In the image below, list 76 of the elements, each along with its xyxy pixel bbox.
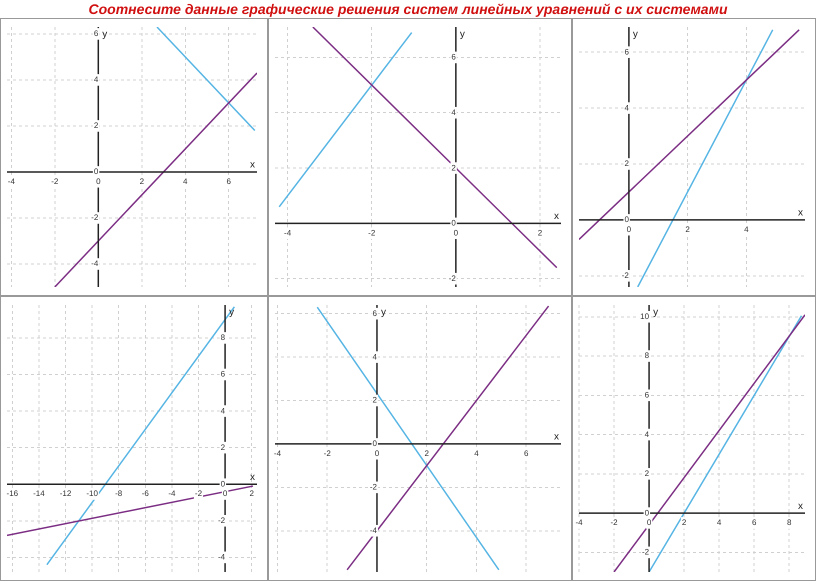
y-tick-label: 2 [220,442,226,452]
x-tick-label: -2 [610,518,618,528]
x-tick-label: 4 [744,224,750,234]
y-axis-title: y [102,28,108,40]
y-tick-label: -2 [91,213,99,222]
x-tick-label: -4 [284,228,292,238]
x-tick-label: 2 [140,176,145,186]
y-axis-title: y [460,28,465,40]
y-tick-label: 6 [94,29,99,38]
x-axis-title: x [798,208,803,219]
x-tick-label: -4 [168,489,176,498]
x-tick-label: -14 [33,489,46,498]
y-tick-label: -2 [370,482,378,492]
x-tick-label: -2 [324,448,332,458]
y-tick-label: 4 [372,352,378,362]
y-tick-label: 6 [220,370,226,379]
x-tick-label: -2 [51,176,59,186]
y-tick-label: 2 [451,163,456,172]
x-tick-label: 6 [752,518,757,528]
y-tick-label: 2 [644,469,650,478]
y-tick-label: 6 [372,308,378,318]
x-tick-label: 2 [685,224,690,234]
y-tick-label: 0 [451,218,456,228]
x-tick-label: 2 [249,489,254,498]
y-axis-title: y [653,306,658,318]
x-axis-title: x [250,160,255,171]
x-tick-label: -6 [142,489,150,498]
x-tick-label: -4 [8,176,16,186]
x-axis-title: x [798,500,803,512]
x-tick-label: 6 [524,448,529,458]
text: Соотнесите данные графические решения систем линейных уравнений с их системами [88,0,728,18]
y-tick-label: -4 [218,552,226,562]
y-tick-label: -2 [642,548,650,557]
y-tick-label: 4 [624,103,630,112]
y-tick-label: -4 [91,259,99,268]
x-tick-label: 4 [716,518,722,528]
x-tick-label: 2 [538,228,543,238]
x-tick-label: 2 [682,518,687,528]
y-tick-label: 10 [640,312,650,321]
y-tick-label: 2 [624,159,630,168]
x-tick-label: -12 [60,489,72,498]
x-tick-label: -2 [194,489,203,498]
y-tick-label: 0 [624,215,630,224]
y-tick-label: 6 [644,390,650,400]
y-tick-label: 8 [644,351,650,360]
y-axis-title: y [632,28,638,40]
y-tick-label: -2 [448,274,456,283]
x-axis-title: x [554,432,559,443]
x-axis-title: x [250,472,255,483]
y-tick-label: 0 [94,167,99,176]
y-tick-label: 0 [220,479,226,488]
x-axis-title: x [554,211,559,222]
y-tick-label: 2 [372,396,378,405]
y-tick-label: 8 [220,333,226,342]
y-tick-label: 6 [624,47,630,56]
x-tick-label: -4 [274,448,282,458]
x-tick-label: 6 [226,176,232,186]
x-tick-label: -8 [115,489,123,498]
y-tick-label: 4 [220,406,226,416]
x-tick-label: -16 [6,489,19,498]
x-tick-label: 4 [474,448,480,458]
y-tick-label: 6 [451,52,456,62]
x-tick-label: -10 [86,489,98,498]
y-axis-title: y [380,306,386,318]
y-tick-label: -2 [622,271,630,280]
y-tick-label: 4 [644,430,650,439]
y-tick-label: 4 [451,108,456,117]
y-tick-label: 2 [94,121,99,130]
y-tick-label: 0 [644,508,650,518]
x-tick-label: 2 [424,448,430,458]
x-tick-label: 4 [183,176,188,186]
y-tick-label: 4 [94,75,99,84]
x-tick-label: 8 [787,518,792,528]
y-tick-label: -4 [370,526,378,535]
x-tick-label: -4 [575,518,584,528]
y-tick-label: 0 [372,439,378,448]
